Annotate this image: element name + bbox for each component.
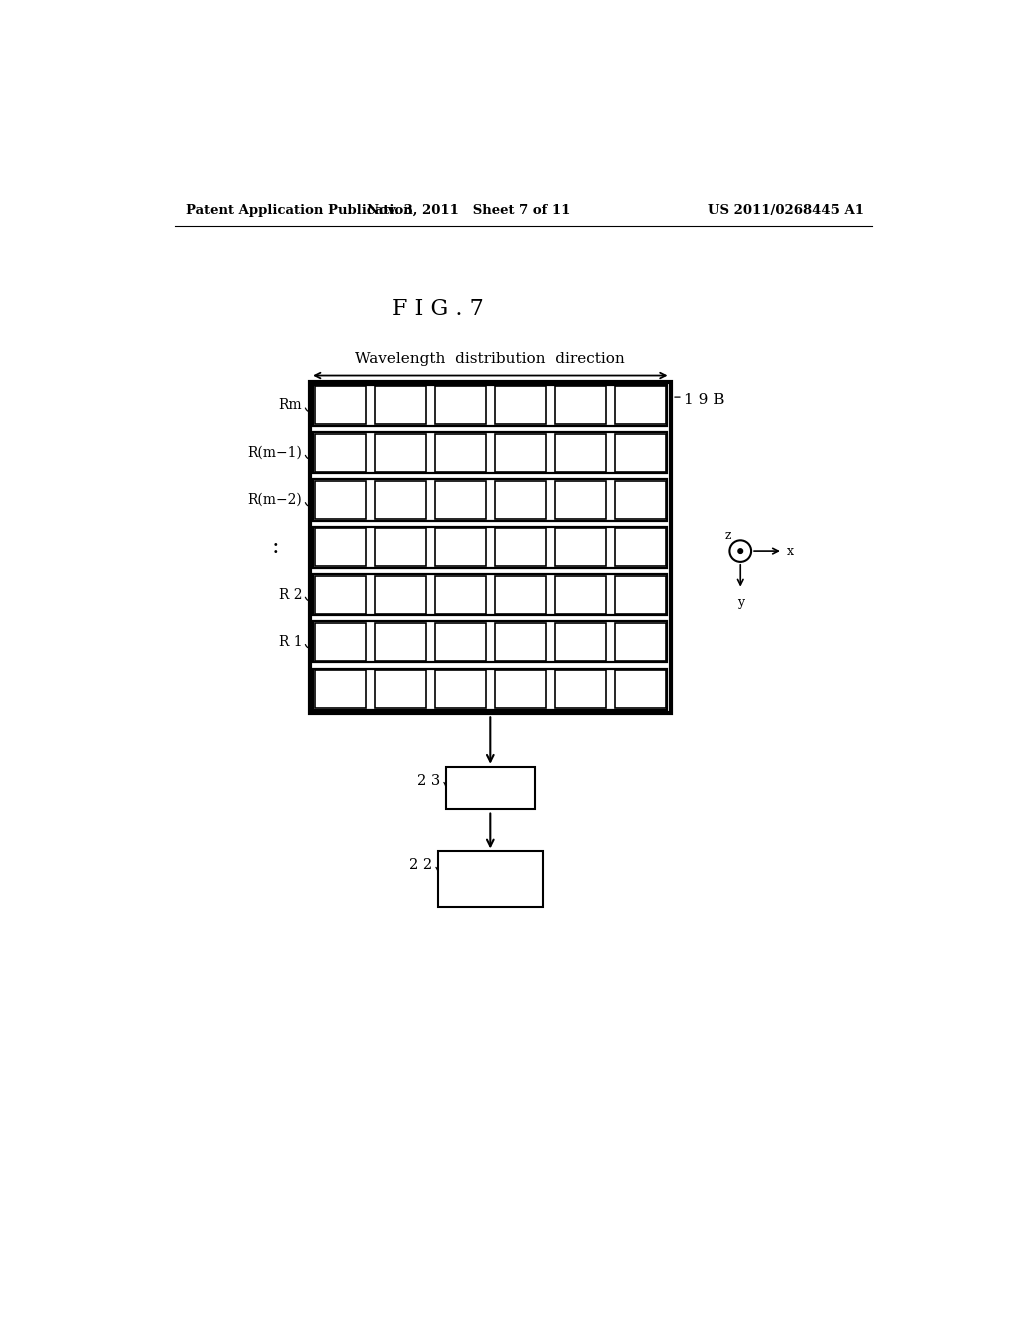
Text: D r i v e r: D r i v e r bbox=[455, 781, 525, 795]
Text: z: z bbox=[724, 529, 731, 543]
Bar bbox=[555, 434, 606, 471]
Bar bbox=[495, 576, 546, 614]
Bar bbox=[615, 623, 666, 661]
Text: 2 3: 2 3 bbox=[417, 774, 440, 788]
Text: 1 9 B: 1 9 B bbox=[684, 393, 725, 408]
Bar bbox=[375, 576, 426, 614]
Bar bbox=[435, 623, 485, 661]
Text: R 1: R 1 bbox=[279, 635, 302, 649]
Bar bbox=[615, 671, 666, 708]
Text: Nov. 3, 2011   Sheet 7 of 11: Nov. 3, 2011 Sheet 7 of 11 bbox=[368, 205, 570, 218]
Bar bbox=[314, 480, 366, 519]
Text: R(m−2): R(m−2) bbox=[248, 492, 302, 507]
Bar bbox=[435, 671, 485, 708]
Text: S e t t i n g
p a r t: S e t t i n g p a r t bbox=[450, 862, 531, 896]
Bar bbox=[555, 528, 606, 566]
Bar bbox=[313, 432, 668, 474]
Bar bbox=[495, 387, 546, 425]
Bar bbox=[555, 671, 606, 708]
Text: F I G . 7: F I G . 7 bbox=[392, 297, 484, 319]
Bar bbox=[313, 668, 668, 710]
Bar bbox=[615, 434, 666, 471]
Bar bbox=[314, 434, 366, 471]
Text: R(m−1): R(m−1) bbox=[248, 446, 302, 459]
Bar bbox=[314, 576, 366, 614]
Bar bbox=[615, 480, 666, 519]
Bar bbox=[555, 623, 606, 661]
Bar bbox=[555, 480, 606, 519]
Bar bbox=[495, 528, 546, 566]
Text: Patent Application Publication: Patent Application Publication bbox=[186, 205, 413, 218]
Bar bbox=[495, 623, 546, 661]
Text: y: y bbox=[736, 595, 743, 609]
Bar bbox=[435, 528, 485, 566]
Bar bbox=[435, 387, 485, 425]
Bar bbox=[615, 387, 666, 425]
Bar bbox=[314, 528, 366, 566]
Bar bbox=[435, 576, 485, 614]
Bar bbox=[313, 479, 668, 520]
Bar bbox=[314, 387, 366, 425]
Bar bbox=[375, 671, 426, 708]
Bar bbox=[445, 767, 535, 809]
Bar bbox=[375, 480, 426, 519]
Bar bbox=[438, 851, 543, 907]
Text: US 2011/0268445 A1: US 2011/0268445 A1 bbox=[709, 205, 864, 218]
Bar bbox=[555, 576, 606, 614]
Bar bbox=[615, 576, 666, 614]
Bar bbox=[313, 385, 668, 426]
Bar bbox=[313, 622, 668, 663]
Text: x: x bbox=[786, 545, 794, 557]
Bar bbox=[435, 480, 485, 519]
Bar bbox=[313, 574, 668, 615]
Bar bbox=[314, 671, 366, 708]
Text: R 2: R 2 bbox=[279, 587, 302, 602]
Text: Rm: Rm bbox=[279, 399, 302, 412]
Bar bbox=[495, 434, 546, 471]
Bar bbox=[375, 434, 426, 471]
Text: :: : bbox=[271, 536, 279, 558]
Bar bbox=[435, 434, 485, 471]
Text: Wavelength  distribution  direction: Wavelength distribution direction bbox=[355, 352, 626, 367]
Text: 2 2: 2 2 bbox=[410, 858, 432, 873]
Bar bbox=[615, 528, 666, 566]
Bar bbox=[310, 381, 671, 713]
Bar bbox=[555, 387, 606, 425]
Bar bbox=[375, 623, 426, 661]
Bar bbox=[495, 671, 546, 708]
Bar bbox=[375, 528, 426, 566]
Bar bbox=[495, 480, 546, 519]
Bar bbox=[375, 387, 426, 425]
Bar bbox=[313, 527, 668, 568]
Circle shape bbox=[738, 549, 742, 553]
Bar bbox=[314, 623, 366, 661]
